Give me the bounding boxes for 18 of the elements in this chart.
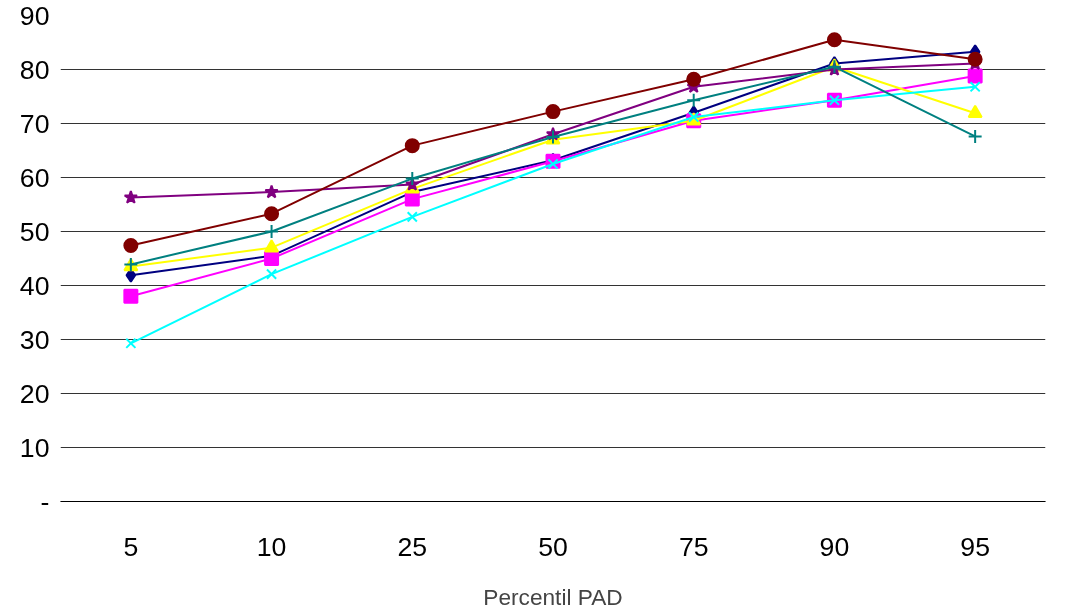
y-tick-label: 40 — [19, 270, 50, 301]
x-axis-title: Percentil PAD — [483, 583, 623, 610]
y-tick-label: 10 — [19, 432, 50, 463]
y-tick-label: 50 — [19, 216, 50, 247]
y-tick-label: 80 — [19, 54, 50, 85]
y-tick-label: 30 — [19, 324, 50, 355]
x-tick-label: 50 — [538, 531, 568, 562]
y-tick-label: 70 — [19, 108, 50, 139]
y-tick-label: 20 — [19, 378, 50, 409]
y-tick-label: - — [40, 486, 50, 517]
y-tick-label: 60 — [19, 162, 50, 193]
x-tick-label: 75 — [678, 531, 709, 562]
x-tick-label: 25 — [397, 531, 428, 562]
y-tick-label: 90 — [19, 0, 50, 31]
x-tick-label: 5 — [123, 531, 139, 562]
x-tick-label: 10 — [256, 531, 287, 562]
x-tick-label: 95 — [960, 531, 990, 562]
x-tick-label: 90 — [819, 531, 850, 562]
